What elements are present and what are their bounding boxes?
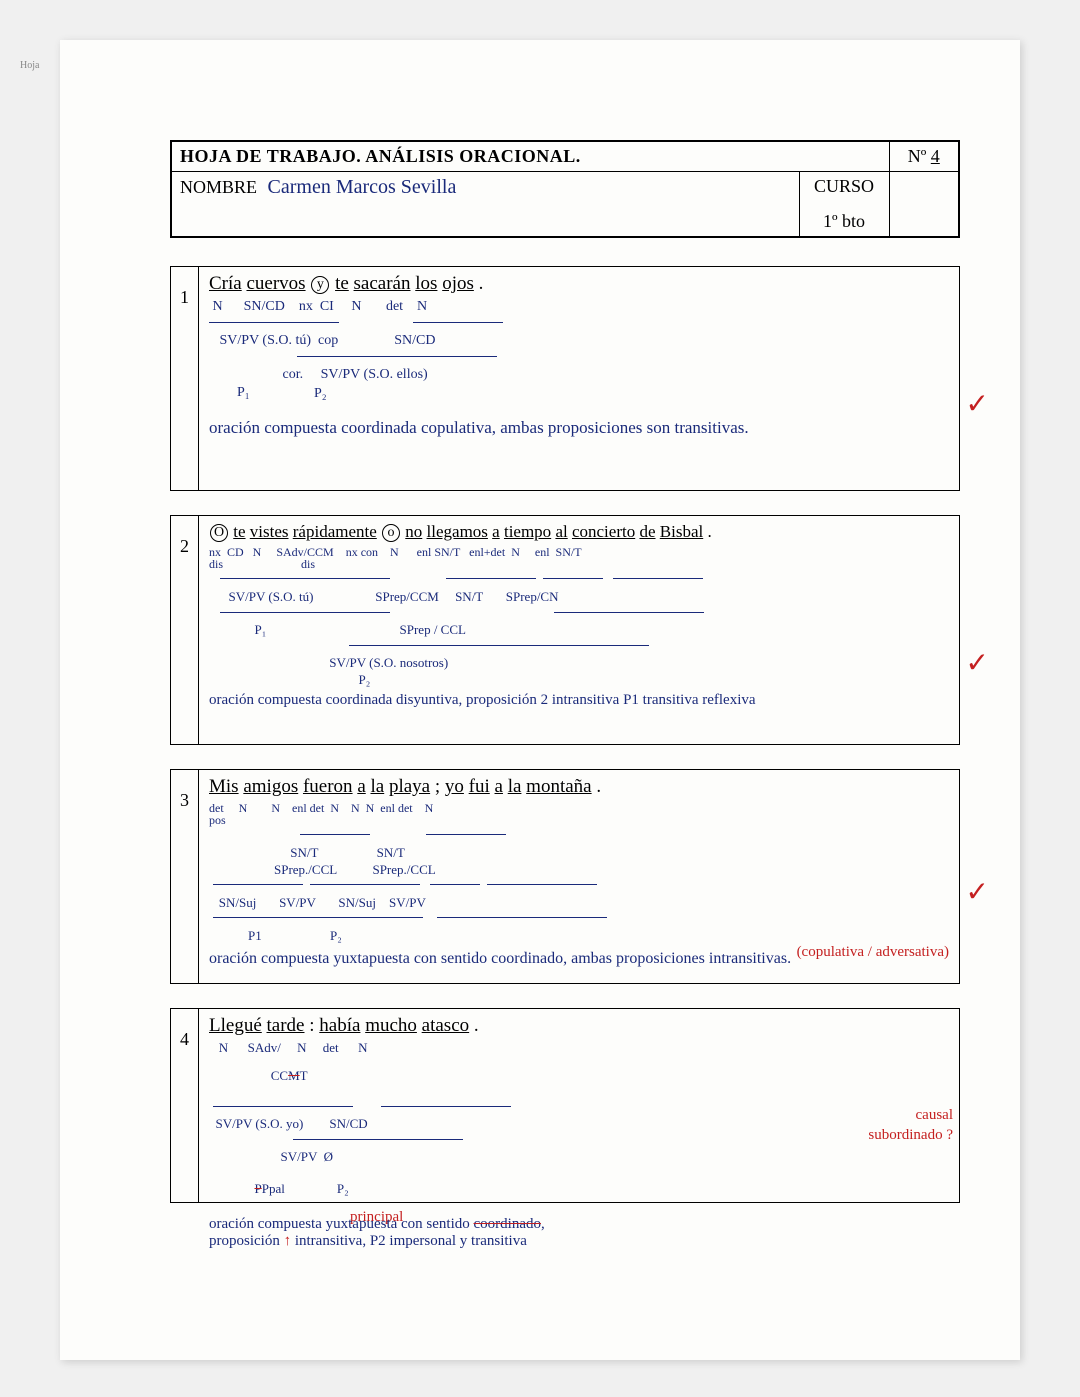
ex2-uline1 [209,572,949,588]
curso-label-cell: CURSO 1º bto [799,172,889,238]
nombre-label: NOMBRE [180,177,257,197]
ex3-line4: SN/Suj SV/PV SN/Suj SV/PV [209,896,949,911]
ex1-line3: cor. SV/PV (S.O. ellos) [209,367,949,383]
check-mark-1: ✓ [966,387,989,421]
ex3-tags2: pos [209,814,949,828]
ex2-line4: SV/PV (S.O. nosotros) [209,656,949,671]
ex3-ul1 [209,828,949,844]
num-label: Nº [908,146,927,166]
curso-empty-cell [889,172,959,238]
exercise-1-sentence: Cría cuervos y te sacarán los ojos . [209,273,949,295]
check-mark-3: ✓ [966,875,989,909]
check-mark-2: ✓ [966,646,989,680]
exercise-1: 1 Cría cuervos y te sacarán los ojos . N… [170,266,960,491]
ex4-ul1 [209,1099,949,1115]
worksheet-header: HOJA DE TRABAJO. ANÁLISIS ORACIONAL. Nº … [170,140,960,238]
ex2-uline2 [209,605,949,621]
curso-label: CURSO [808,176,881,197]
ex1-line2: SV/PV (S.O. tú) cop SN/CD [209,333,949,349]
curso-value: 1º bto [808,211,881,232]
num-value: 4 [931,146,940,166]
exercise-2-number: 2 [171,516,199,744]
ex1-uline1 [209,315,949,331]
exercise-2: 2 O te vistes rápidamente o no llegamos … [170,515,960,745]
ex4-up-arrow: ↑ [284,1233,292,1249]
exercise-3: 3 Mis amigos fueron a la playa ; yo fui … [170,769,960,984]
ex1-p2: P₂ [209,386,949,402]
ex4-tags2: CCMT [209,1054,949,1099]
ex1-tags: N SN/CD nx CI N det N [209,299,949,315]
page-small-label: Hoja [20,60,39,71]
ex3-ul2 [209,878,949,894]
ex4-ul2 [209,1132,949,1148]
ex2-dis: dis dis [209,558,949,572]
exercise-4-number: 4 [171,1009,199,1202]
exercise-4-sentence: Llegué tarde : había mucho atasco . [209,1015,949,1037]
ex2-p2: P₂ [209,673,949,688]
ex1-conclusion: oración compuesta coordinada copulativa,… [209,418,949,438]
ex2-line3: P₁ SPrep / CCL [209,623,949,638]
exercise-4: 4 Llegué tarde : había mucho atasco . N … [170,1008,960,1203]
worksheet-number: Nº 4 [889,141,959,172]
worksheet-paper: HOJA DE TRABAJO. ANÁLISIS ORACIONAL. Nº … [60,40,1020,1360]
ex1-uline2 [209,349,949,365]
ex3-red-note: (copulativa / adversativa) [797,944,949,961]
worksheet-title: HOJA DE TRABAJO. ANÁLISIS ORACIONAL. [171,141,889,172]
exercise-3-number: 3 [171,770,199,983]
exercise-2-sentence: O te vistes rápidamente o no llegamos a … [209,522,949,542]
ex4-pline: PPpal P₂ [209,1167,949,1212]
ex2-line2: SV/PV (S.O. tú) SPrep/CCM SN/T SPrep/CN [209,590,949,605]
ex4-red-subordinado: subordinado ? [868,1127,953,1144]
nombre-value: Carmen Marcos Sevilla [268,176,457,198]
ex3-line2: SN/T SN/T [209,846,949,861]
ex4-conclusion: oración compuesta yuxtapuesta con sentid… [209,1216,949,1251]
name-cell: NOMBRE Carmen Marcos Sevilla [171,172,799,238]
ex2-conclusion: oración compuesta coordinada disyuntiva,… [209,692,949,709]
ex3-pline: P1 P₂ [209,929,949,944]
exercise-3-sentence: Mis amigos fueron a la playa ; yo fui a … [209,776,949,798]
ex4-red-causal: causal [916,1107,953,1124]
exercise-1-number: 1 [171,267,199,490]
ex2-uline3 [209,638,949,654]
ex4-line2: SV/PV (S.O. yo) SN/CD [209,1117,949,1132]
ex3-line3: SPrep./CCL SPrep./CCL [209,863,949,878]
ex4-line3: SV/PV Ø [209,1150,949,1165]
ex3-ul3 [209,911,949,927]
